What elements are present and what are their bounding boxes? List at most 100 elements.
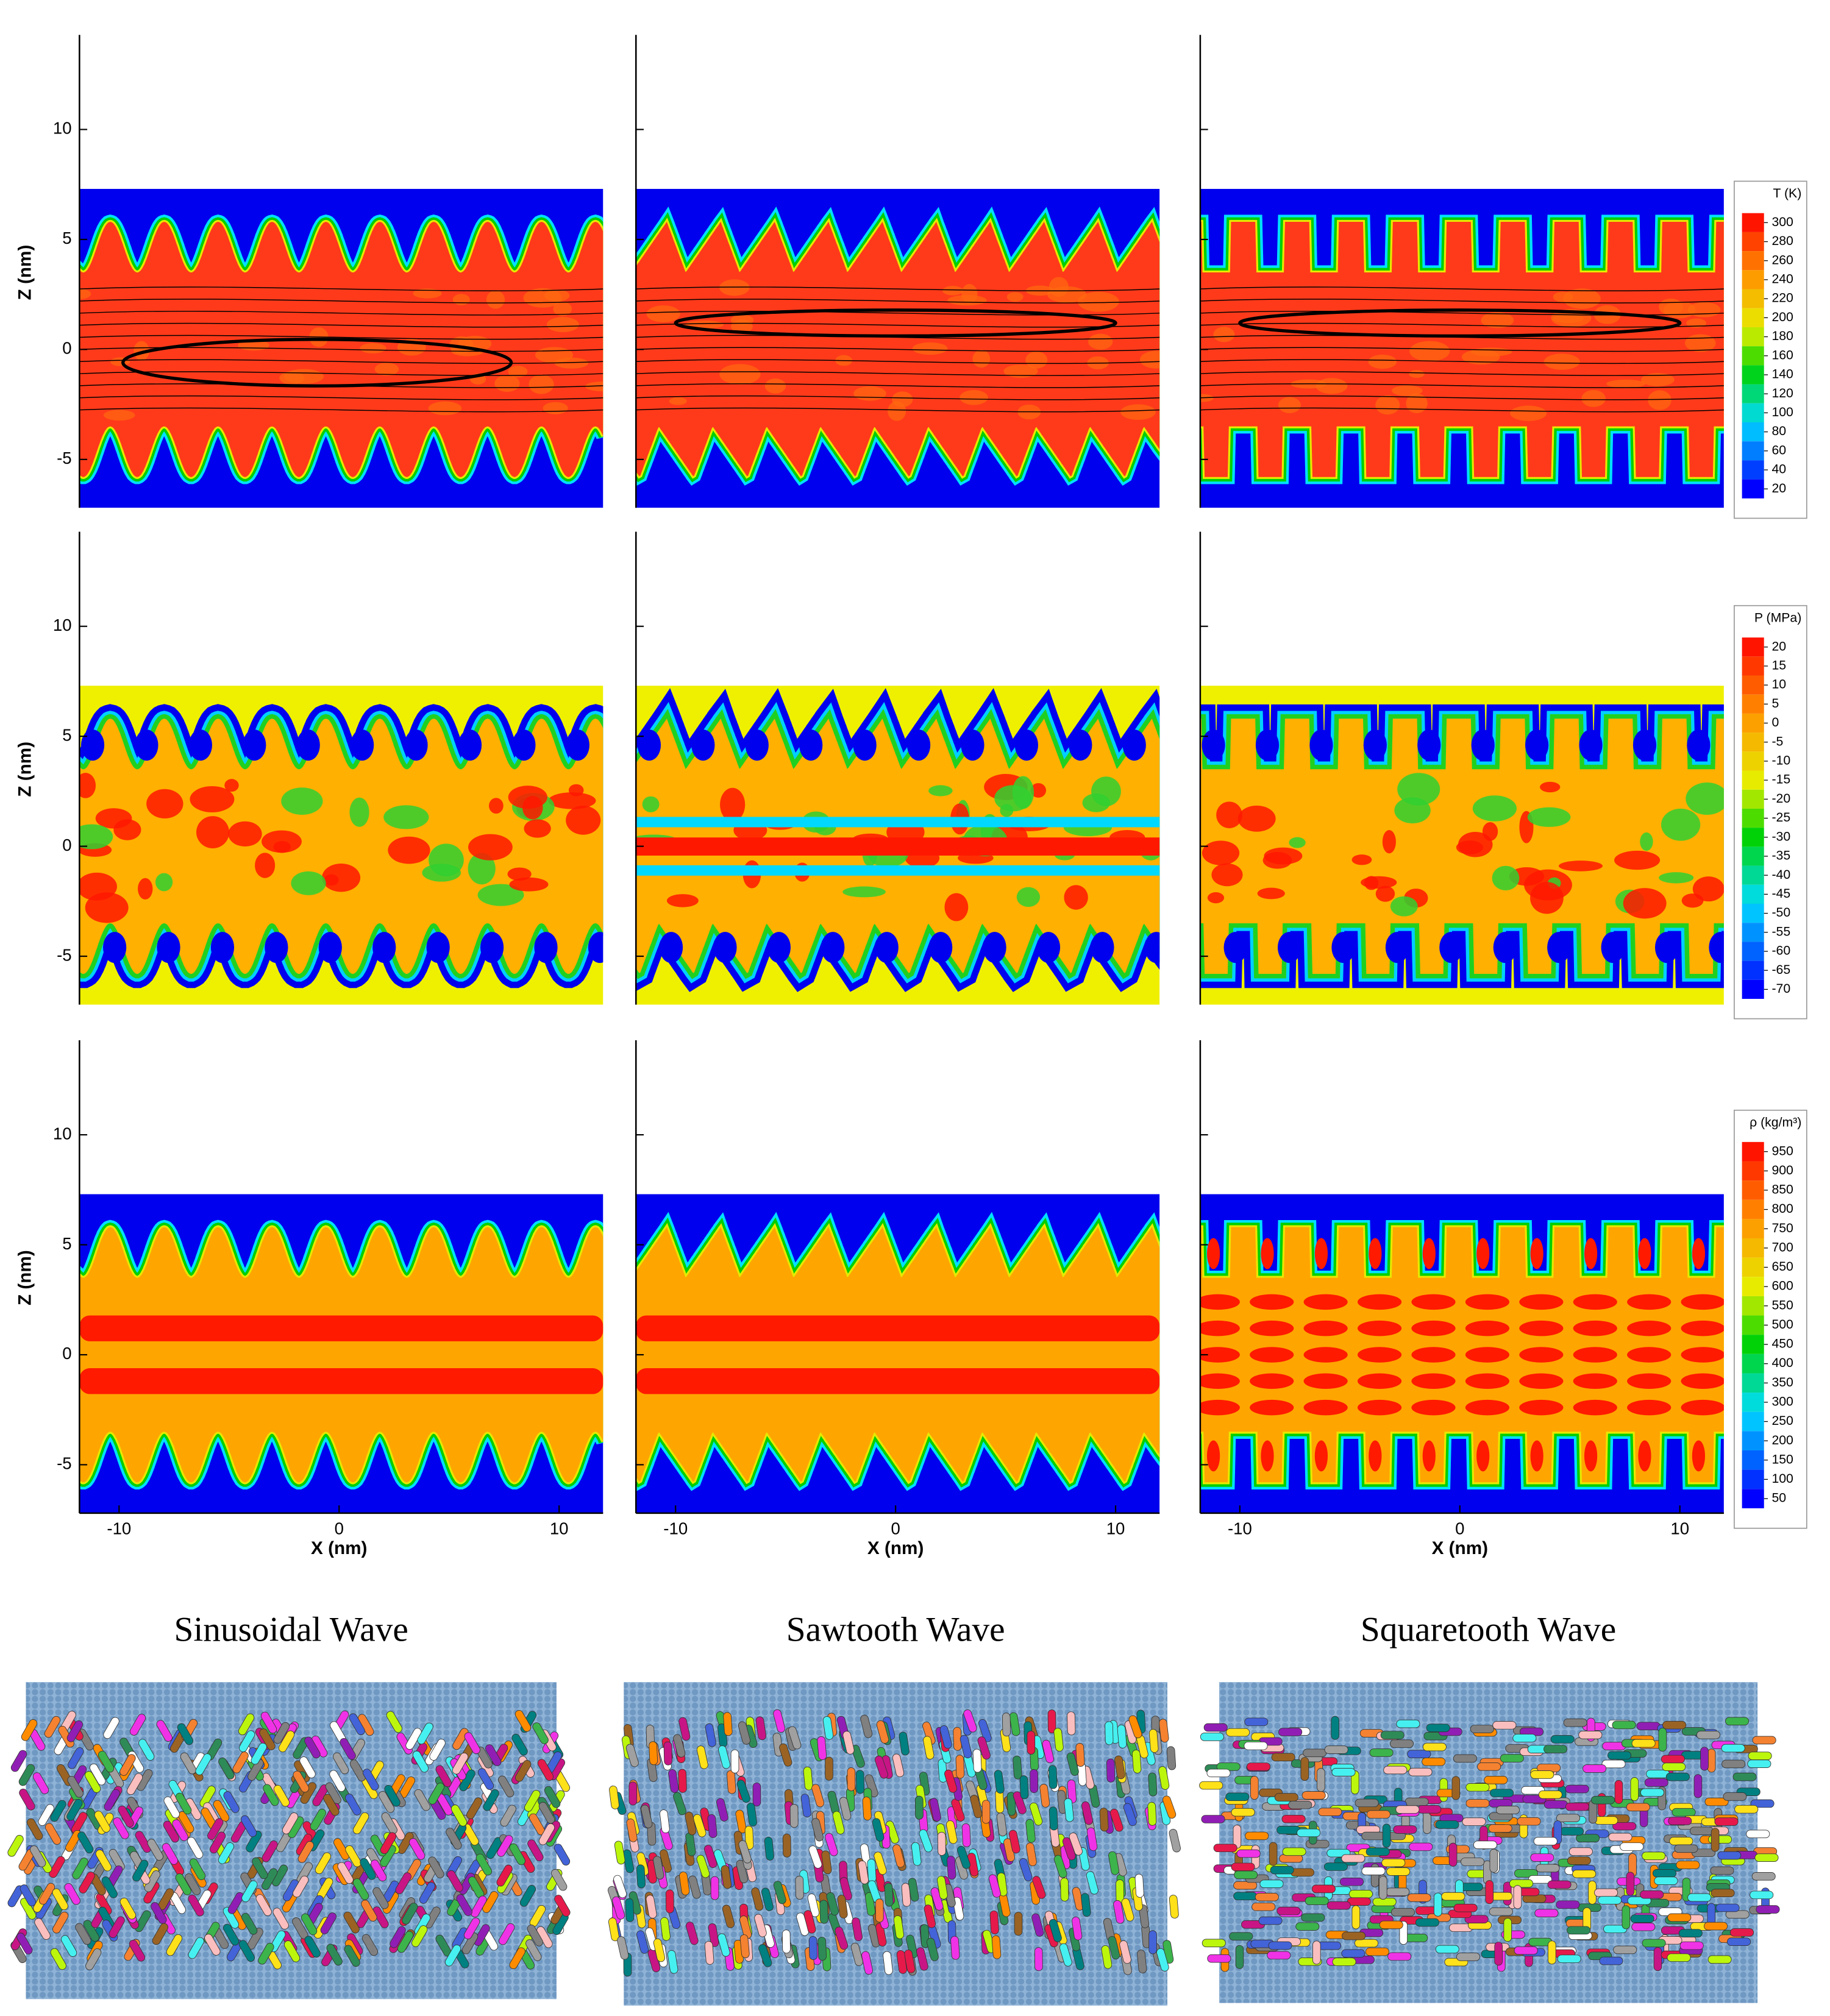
molecule <box>1067 1711 1076 1736</box>
colorbar-swatch <box>1742 713 1764 733</box>
molecule <box>1530 1770 1554 1779</box>
molecule <box>241 1880 258 1903</box>
colorbar-swatch <box>1742 1238 1764 1258</box>
molecule <box>1465 1783 1490 1792</box>
molecule <box>21 1719 38 1741</box>
molecule <box>95 1849 112 1872</box>
low-pressure <box>767 932 791 964</box>
molecule <box>509 1843 525 1865</box>
molecule <box>1711 1828 1720 1852</box>
colorbar-label: 550 <box>1771 1298 1793 1312</box>
molecule <box>1386 1887 1410 1897</box>
pressure-blob <box>1492 865 1520 891</box>
molecule <box>1456 1953 1481 1961</box>
molecule <box>1047 1709 1056 1734</box>
plot <box>1200 686 1724 1005</box>
molecule <box>1725 1717 1750 1726</box>
colorbar-label: -10 <box>1771 754 1790 768</box>
molecule <box>736 1859 749 1884</box>
molecule <box>636 1930 649 1954</box>
colorbar-label: 100 <box>1771 405 1793 419</box>
pressure-blob <box>422 864 461 882</box>
molecule <box>1693 1774 1703 1798</box>
hot-spot <box>79 288 91 299</box>
colorbar-label: 280 <box>1771 234 1793 248</box>
density-blob <box>1250 1399 1294 1416</box>
molecule <box>238 1940 255 1962</box>
density-blob <box>1250 1294 1294 1310</box>
pressure-blob <box>79 872 117 901</box>
molecule <box>255 1894 272 1916</box>
molecule <box>867 1859 877 1883</box>
low-pressure <box>1091 932 1114 964</box>
molecule <box>1568 1847 1593 1856</box>
low-pressure <box>1601 932 1625 964</box>
molecule <box>1679 1941 1704 1950</box>
molecule <box>273 1784 290 1807</box>
molecule <box>893 1915 904 1939</box>
molecule <box>862 1797 872 1821</box>
hot-spot <box>719 279 750 296</box>
hot-spot <box>1278 397 1301 413</box>
low-pressure <box>1579 729 1603 761</box>
molecule <box>538 1801 555 1824</box>
molecule <box>710 1876 719 1900</box>
pressure-blob <box>1558 861 1603 871</box>
colorbar-label: 60 <box>1771 443 1786 457</box>
molecule <box>178 1811 194 1833</box>
molecule <box>1687 1893 1712 1902</box>
streamline <box>636 359 1160 364</box>
molecule <box>188 1937 204 1959</box>
molecule <box>1341 1949 1365 1958</box>
density-blob <box>1314 1238 1328 1269</box>
molecule <box>340 1738 356 1760</box>
hot-spot <box>646 305 680 322</box>
molecule <box>923 1736 935 1760</box>
molecule <box>981 1800 991 1824</box>
molecule <box>1072 1916 1083 1940</box>
y-tick-label: 0 <box>62 1344 71 1363</box>
y-axis-label: Z (nm) <box>15 742 35 797</box>
pressure-blob <box>1623 888 1667 919</box>
molecule <box>456 1894 472 1916</box>
density-blob <box>1411 1320 1456 1336</box>
molecule <box>1509 1879 1534 1888</box>
molecule <box>963 1709 977 1733</box>
pressure-blob <box>1692 876 1724 902</box>
molecule <box>945 1820 958 1844</box>
wave-title: Sawtooth Wave <box>786 1611 1005 1649</box>
density-blob <box>1573 1347 1617 1363</box>
molecule <box>874 1851 887 1875</box>
molecule <box>665 1889 674 1914</box>
molecule <box>1470 1725 1494 1733</box>
density-blob <box>1200 1347 1240 1363</box>
molecule <box>329 1770 346 1792</box>
density-blob <box>1200 1373 1240 1390</box>
y-tick-label: 10 <box>53 119 72 138</box>
colorbar-swatch <box>1742 460 1764 480</box>
molecule <box>1667 1913 1692 1922</box>
colorbar-label: 700 <box>1771 1240 1793 1254</box>
colorbar-swatch <box>1742 270 1764 289</box>
plot <box>1200 188 1724 508</box>
molecule <box>1517 1817 1541 1826</box>
molecule <box>1235 1945 1244 1969</box>
hot-spot <box>719 364 761 385</box>
hot-spot <box>669 397 687 405</box>
molecule <box>1750 1890 1774 1900</box>
molecule <box>1409 1842 1433 1851</box>
hot-spot <box>508 366 528 378</box>
molecule <box>738 1840 752 1864</box>
molecule <box>1317 1768 1325 1792</box>
molecule <box>746 1803 757 1826</box>
molecule <box>292 1875 309 1898</box>
molecule <box>688 1875 701 1899</box>
molecule <box>1202 1939 1226 1948</box>
molecule <box>1747 1759 1771 1769</box>
density-blob <box>1261 1238 1274 1269</box>
molecule <box>1665 1772 1690 1781</box>
x-axis-label: X (nm) <box>867 1538 924 1558</box>
colorbar-label: 950 <box>1771 1144 1793 1158</box>
molecule <box>636 1864 646 1889</box>
molecule <box>1271 1753 1295 1762</box>
